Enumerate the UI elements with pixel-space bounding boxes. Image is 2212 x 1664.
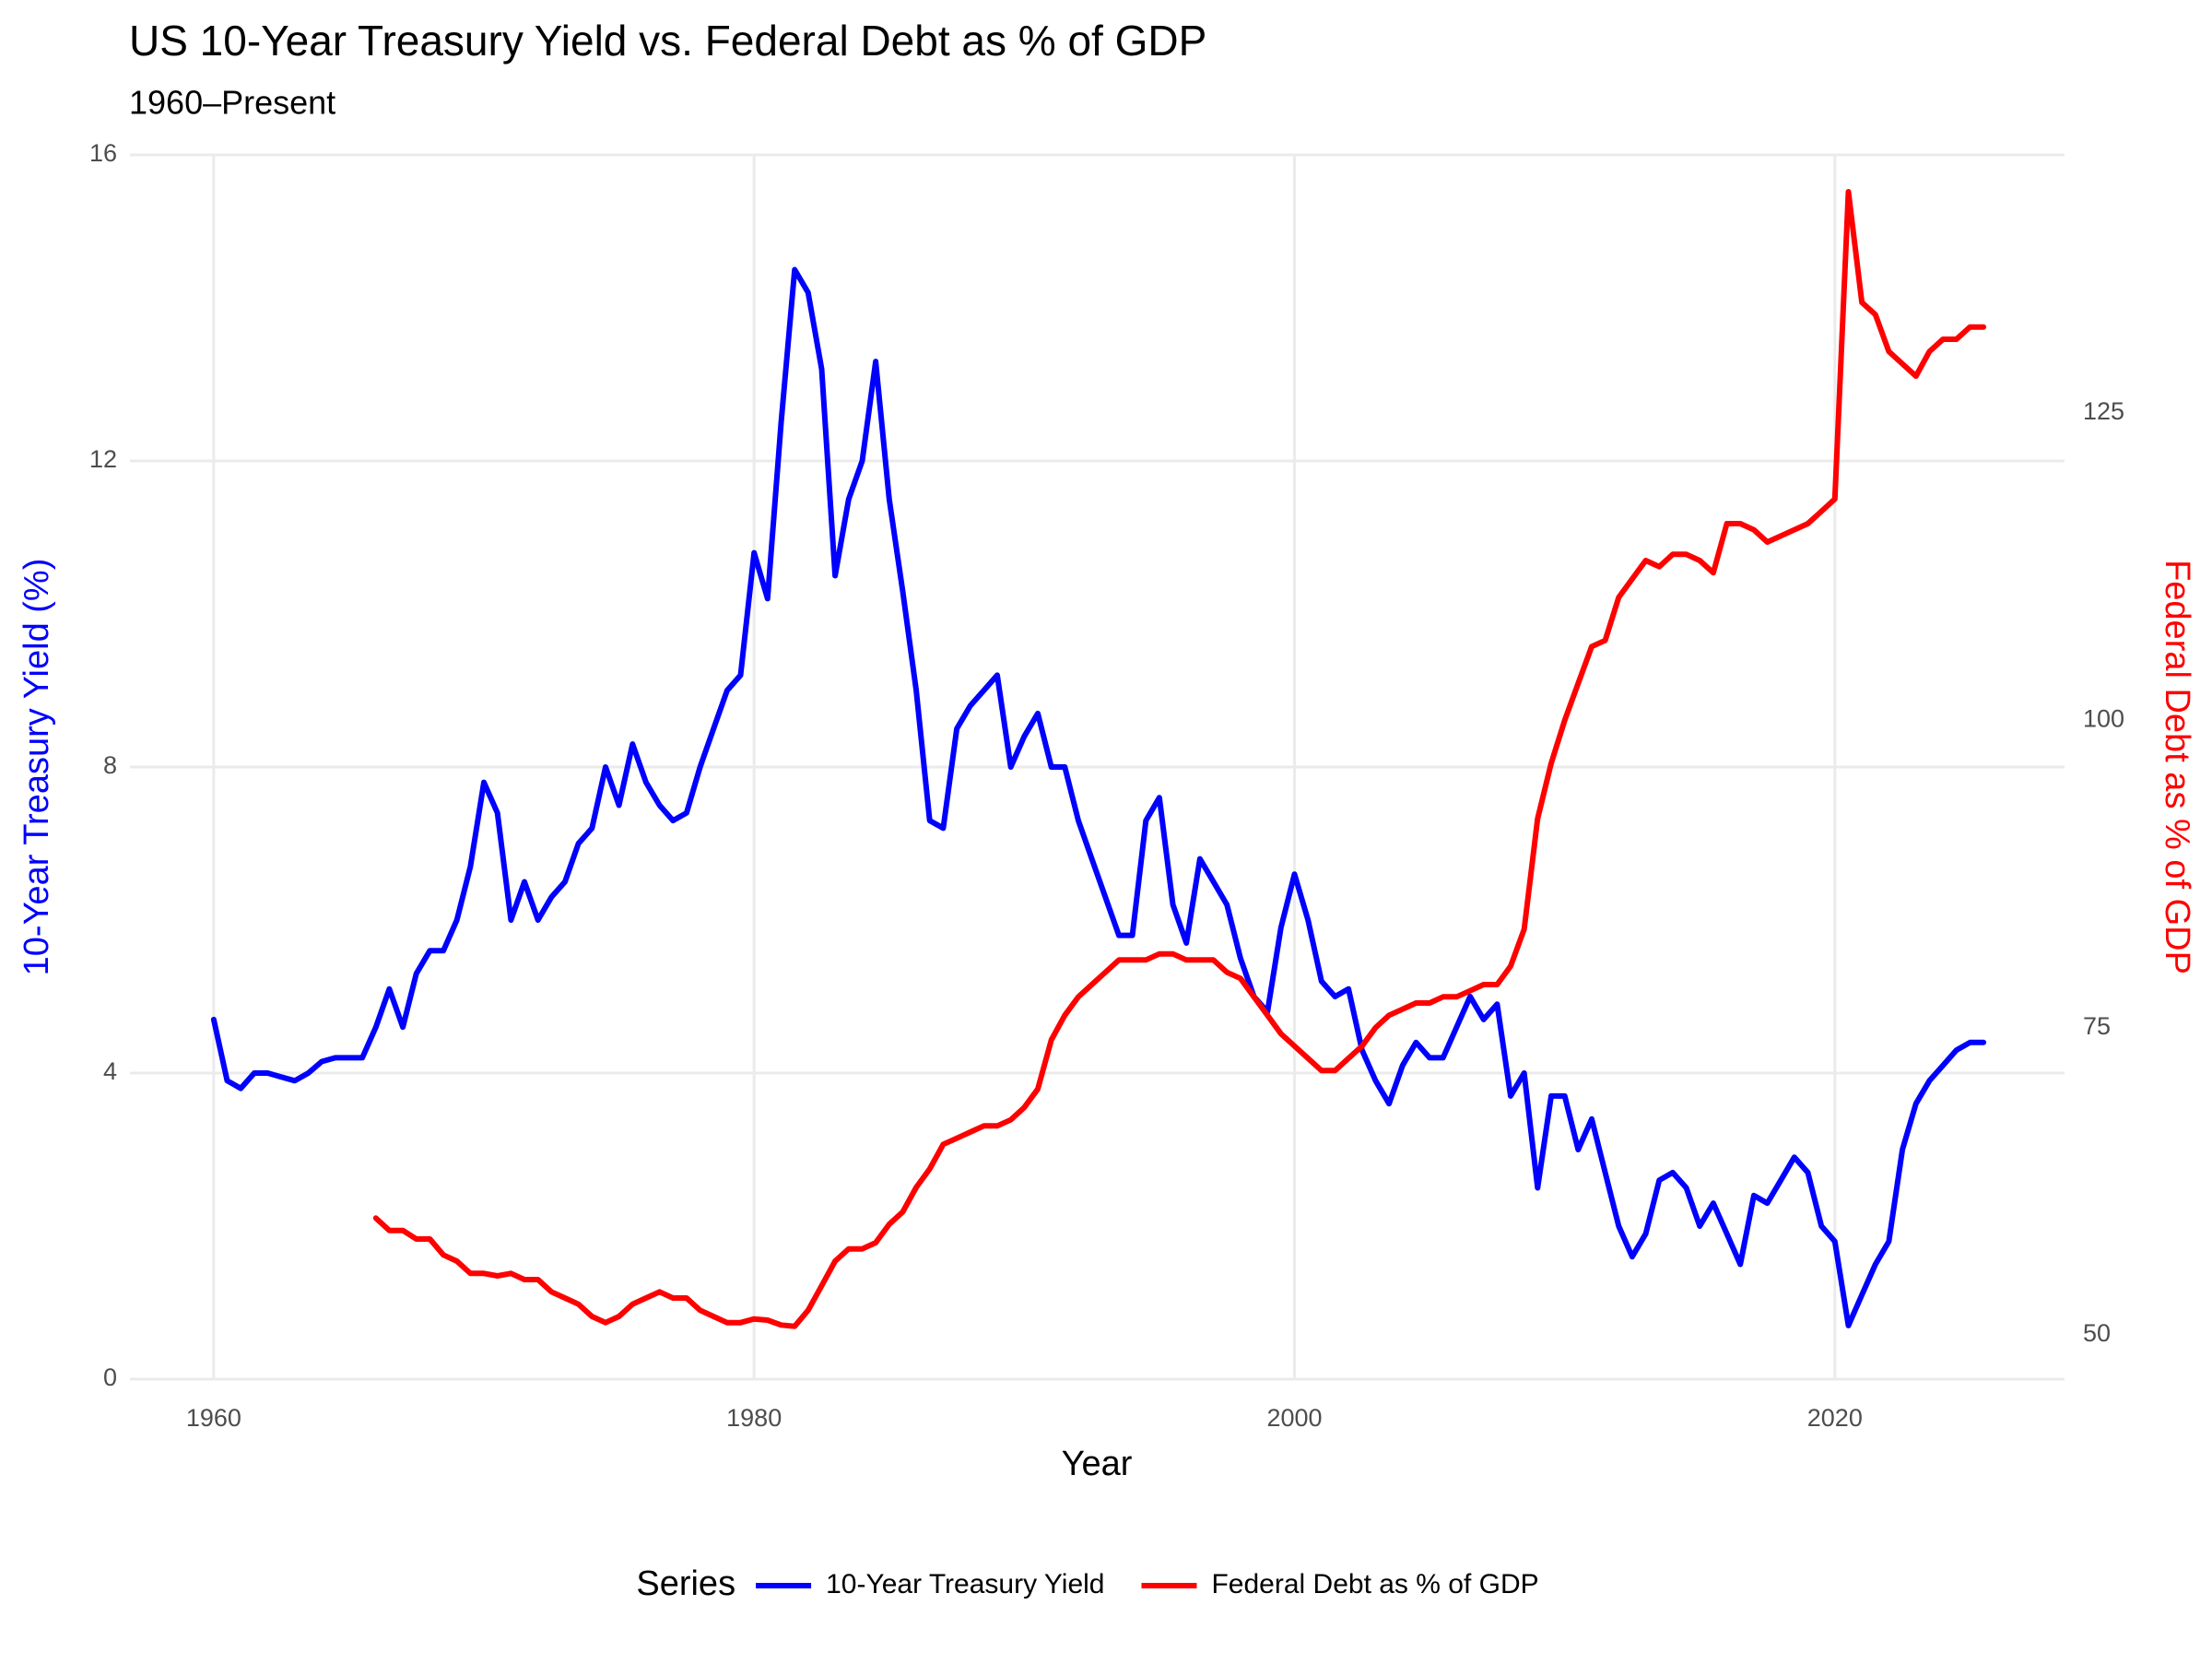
y2-tick-label: 125 xyxy=(2083,397,2124,425)
y-tick-label: 12 xyxy=(89,445,117,473)
y-tick-label: 8 xyxy=(103,751,117,779)
y-tick-label: 0 xyxy=(103,1363,117,1391)
x-tick-label: 2000 xyxy=(1266,1404,1322,1432)
y2-axis-title: Federal Debt as % of GDP xyxy=(2158,560,2196,974)
chart-subtitle: 1960–Present xyxy=(129,84,335,122)
x-tick-label: 1980 xyxy=(726,1404,782,1432)
y-tick-label: 4 xyxy=(103,1057,117,1085)
x-tick-label: 1960 xyxy=(186,1404,241,1432)
series-line xyxy=(372,189,1987,1329)
y-axis-title: 10-Year Treasury Yield (%) xyxy=(18,559,56,976)
legend-label: Federal Debt as % of GDP xyxy=(1211,1569,1538,1599)
series-line xyxy=(210,266,1987,1328)
legend-title: Series xyxy=(636,1564,735,1603)
x-tick-label: 2020 xyxy=(1807,1404,1863,1432)
y-tick-label: 16 xyxy=(89,139,117,167)
legend-label: 10-Year Treasury Yield xyxy=(826,1569,1104,1599)
x-axis-title: Year xyxy=(1062,1445,1133,1483)
y2-tick-label: 75 xyxy=(2083,1012,2111,1040)
y2-tick-label: 50 xyxy=(2083,1319,2111,1347)
chart-title: US 10-Year Treasury Yield vs. Federal De… xyxy=(129,17,1206,65)
y2-tick-label: 100 xyxy=(2083,704,2124,732)
